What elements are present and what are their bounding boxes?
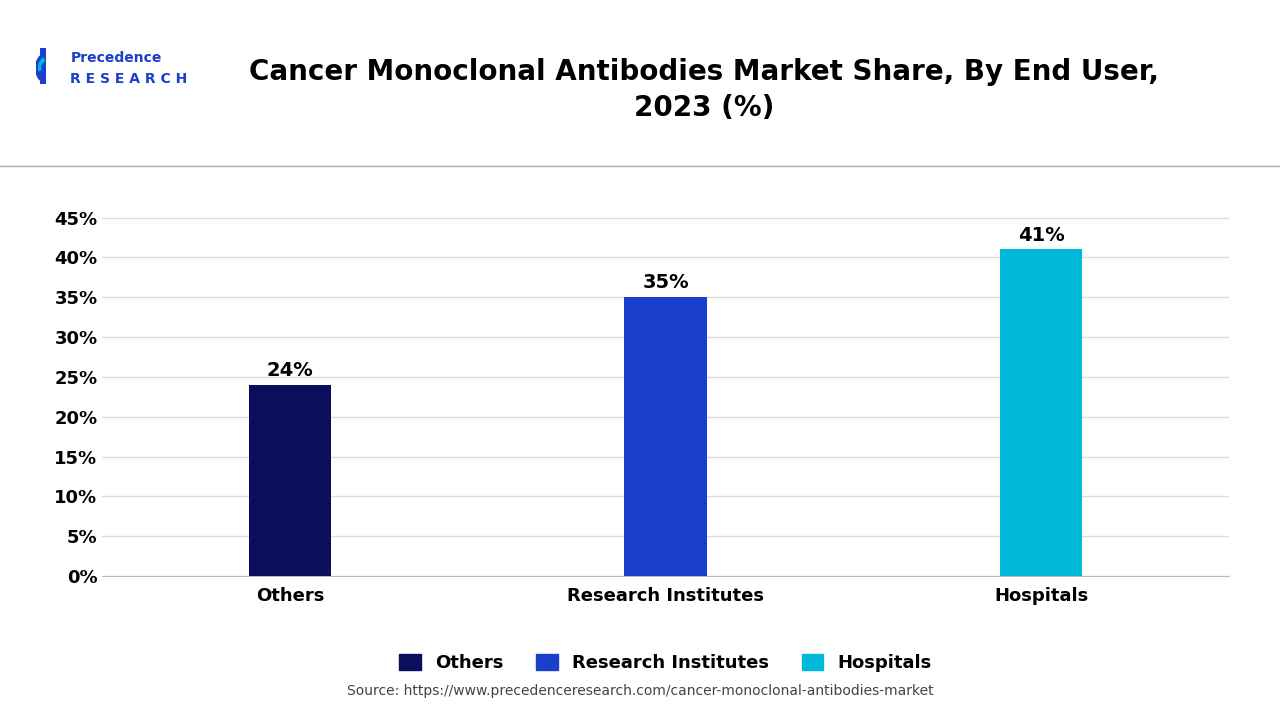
Text: Precedence
R E S E A R C H: Precedence R E S E A R C H xyxy=(70,51,188,86)
Legend: Others, Research Institutes, Hospitals: Others, Research Institutes, Hospitals xyxy=(390,645,941,681)
Bar xyxy=(625,297,707,576)
Text: 24%: 24% xyxy=(266,361,314,380)
Text: Source: https://www.precedenceresearch.com/cancer-monoclonal-antibodies-market: Source: https://www.precedenceresearch.c… xyxy=(347,684,933,698)
Text: Cancer Monoclonal Antibodies Market Share, By End User,
2023 (%): Cancer Monoclonal Antibodies Market Shar… xyxy=(250,58,1158,122)
Text: 35%: 35% xyxy=(643,274,689,292)
Wedge shape xyxy=(35,53,46,83)
Bar xyxy=(40,48,46,84)
Bar xyxy=(1000,249,1083,576)
Wedge shape xyxy=(38,57,45,72)
Text: 41%: 41% xyxy=(1018,225,1065,245)
Bar xyxy=(248,384,332,576)
